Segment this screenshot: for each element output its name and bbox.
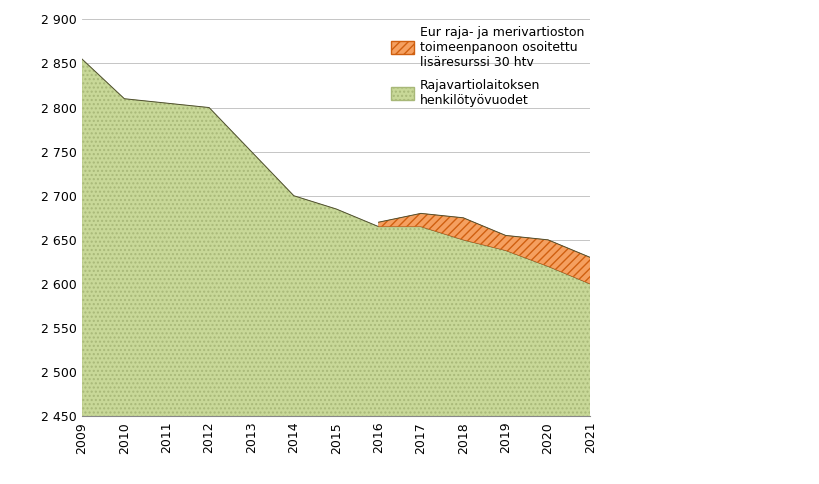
Legend: Eur raja- ja merivartioston
toimeenpanoon osoitettu
lisäresurssi 30 htv, Rajavar: Eur raja- ja merivartioston toimeenpanoo… xyxy=(391,26,583,106)
